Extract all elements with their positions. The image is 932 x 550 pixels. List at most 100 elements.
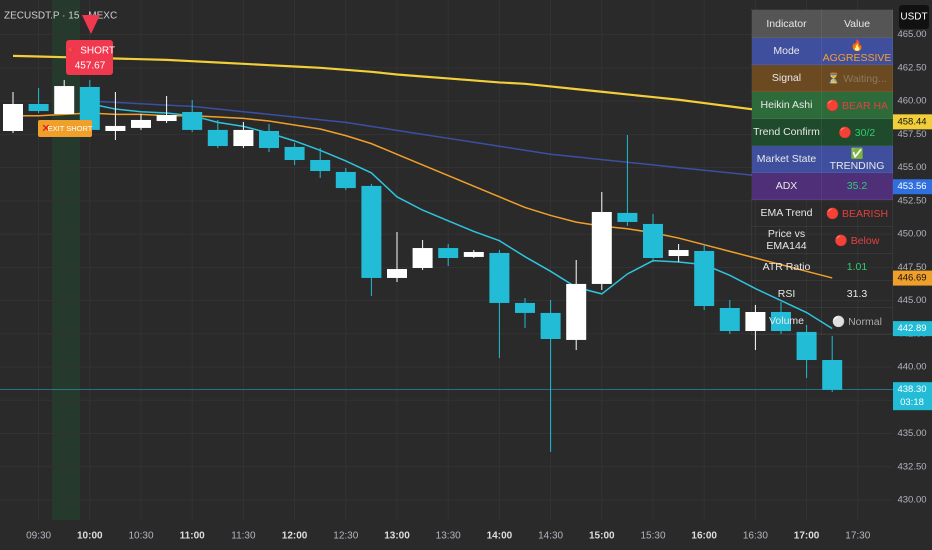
price-label: 446.69	[897, 273, 926, 284]
indicator-line	[89, 100, 833, 187]
table-cell: Mode	[751, 37, 822, 65]
candle-body	[668, 250, 689, 257]
y-tick-label: 432.50	[897, 461, 926, 472]
price-label: 442.89	[897, 323, 926, 334]
table-row: ADX 35.2	[751, 172, 893, 200]
table-row: Market State ✅ TRENDING	[751, 145, 893, 173]
price-label-box	[893, 382, 932, 411]
candle-body	[79, 86, 100, 130]
candle-body	[310, 159, 331, 172]
candle-body	[207, 129, 228, 147]
x-tick-label: 11:30	[231, 531, 256, 542]
x-tick-label: 10:00	[77, 531, 103, 542]
candle-body	[438, 248, 459, 259]
candle-body	[259, 130, 279, 149]
candle-body	[694, 250, 715, 307]
x-tick-label: 14:00	[487, 531, 513, 542]
table-cell: ✅ TRENDING	[821, 145, 893, 173]
table-cell: Volume	[751, 307, 822, 335]
x-tick-label: 14:30	[538, 531, 563, 542]
price-label-box	[893, 179, 932, 195]
table-row: Trend Confirm 🔴 30/2	[751, 118, 893, 146]
table-cell: EMA Trend	[751, 199, 822, 227]
x-tick-label: 11:00	[180, 531, 205, 542]
table-row: Volume ⚪ Normal	[751, 307, 893, 335]
candle-body	[233, 129, 254, 147]
y-tick-label: 457.50	[897, 129, 926, 140]
price-label: 438.30	[897, 384, 926, 395]
short-arrow	[82, 15, 100, 34]
table-row: Price vs EMA144 🔴 Below	[751, 226, 893, 254]
y-tick-label: 445.00	[897, 295, 926, 306]
x-tick-label: 09:30	[26, 531, 51, 542]
price-label-box	[893, 321, 932, 337]
table-cell: RSI	[751, 280, 822, 308]
table-cell: 🔴 30/2	[821, 118, 893, 146]
x-tick-label: 16:00	[691, 531, 717, 542]
indicator-line	[13, 112, 833, 279]
table-cell: Indicator	[751, 9, 822, 38]
candle-body	[643, 223, 663, 259]
table-cell: Price vs EMA144	[751, 226, 822, 254]
y-tick-label: 450.00	[897, 229, 926, 240]
table-row: EMA Trend 🔴 BEARISH	[751, 199, 893, 227]
x-tick-label: 15:30	[640, 531, 665, 542]
y-tick-label: 430.00	[897, 495, 926, 506]
exit-label: EXIT SHORT	[48, 124, 93, 133]
candles	[3, 80, 843, 452]
candle-body	[822, 360, 843, 390]
table-row: Mode 🔥 AGGRESSIVE	[751, 37, 893, 65]
price-label: 453.56	[897, 181, 926, 192]
y-tick-label: 447.50	[897, 262, 926, 273]
x-tick-label: 12:30	[333, 531, 358, 542]
table-cell: ATR Ratio	[751, 253, 822, 281]
candle-body	[591, 211, 612, 284]
y-tick-label: 462.50	[897, 62, 926, 73]
table-row: Indicator Value	[751, 9, 893, 38]
y-tick-label: 440.00	[897, 362, 926, 373]
table-cell: 🔴 Below	[821, 226, 893, 254]
x-tick-label: 15:00	[589, 531, 615, 542]
table-cell: 🔥 AGGRESSIVE	[821, 37, 893, 65]
currency[interactable]: USDT	[900, 12, 927, 23]
y-tick-label: 452.50	[897, 195, 926, 206]
axes: 430.00432.50435.00437.50440.00442.50445.…	[26, 29, 932, 542]
indicator-line	[12, 54, 833, 123]
signal-band	[52, 0, 80, 520]
currency-box[interactable]	[899, 5, 929, 29]
candle-body	[796, 331, 817, 361]
table-cell: Heikin Ashi	[751, 91, 822, 119]
x-tick-label: 16:30	[743, 531, 768, 542]
table-cell: Market State	[751, 145, 822, 173]
candle-body	[3, 104, 23, 131]
candle-body	[284, 146, 305, 160]
table-row: Heikin Ashi 🔴 BEAR HA	[751, 91, 893, 119]
table-cell: ⏳ Waiting...	[821, 64, 893, 92]
candle-body	[719, 308, 740, 332]
x-tick-label: 10:30	[128, 531, 153, 542]
candle-body	[361, 185, 382, 278]
candle-body	[387, 269, 407, 278]
candle-body	[617, 212, 638, 222]
short-box	[66, 40, 113, 75]
short-price: 457.67	[75, 61, 106, 72]
exit-signal: ✕ EXIT SHORT	[38, 120, 93, 137]
price-label-box	[893, 270, 932, 286]
candle-body	[515, 302, 535, 313]
table-cell: Signal	[751, 64, 822, 92]
table-cell: ⚪ Normal	[821, 307, 893, 335]
x-tick-label: 17:30	[845, 531, 870, 542]
candle-body	[566, 283, 587, 340]
table-cell: 1.01	[821, 253, 893, 281]
candle-body	[105, 125, 126, 131]
table-cell: 35.2	[821, 172, 893, 200]
table-cell: ADX	[751, 172, 822, 200]
exit-box	[38, 120, 92, 137]
y-tick-label: 435.00	[897, 428, 926, 439]
x-tick-label: 13:30	[436, 531, 461, 542]
candle-body	[412, 248, 433, 268]
candle-body	[156, 115, 177, 122]
table-cell: Trend Confirm	[751, 118, 822, 146]
table-cell: 31.3	[821, 280, 893, 308]
